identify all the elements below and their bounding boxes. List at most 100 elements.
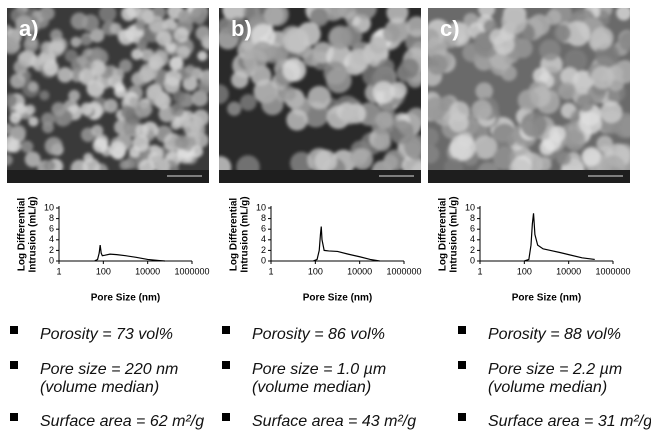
sem-particle	[15, 103, 26, 114]
chart: 02468101100100001000000Log DifferentialI…	[438, 196, 631, 303]
x-tick-label: 1	[477, 266, 482, 276]
sem-particle	[104, 99, 118, 113]
sem-particle	[148, 54, 164, 70]
sem-particle	[423, 97, 447, 121]
sem-particle	[121, 105, 134, 118]
y-axis-label: Log Differential	[17, 198, 28, 272]
y-tick-label: 2	[261, 245, 266, 255]
sem-particle	[209, 84, 229, 104]
sem-particle	[421, 128, 439, 146]
data-line	[524, 213, 594, 261]
y-tick-label: 2	[49, 245, 54, 255]
sem-particle	[596, 136, 613, 153]
bullet-marker	[458, 361, 466, 369]
sem-particle	[174, 27, 189, 42]
bullet-marker	[458, 413, 466, 421]
sem-particle	[308, 86, 331, 109]
bullet-text: Pore size = 2.2 µm	[488, 361, 622, 378]
sem-particle	[135, 101, 152, 118]
sem-particle	[111, 68, 124, 81]
sem-particle	[135, 19, 146, 30]
sem-particle	[378, 58, 395, 75]
bullet-marker	[458, 326, 466, 334]
sem-particle	[71, 37, 82, 48]
bullet-marker	[222, 326, 230, 334]
figure: a)02468101100100001000000Log Differentia…	[0, 0, 651, 432]
sem-particle	[501, 9, 526, 34]
sem-particle	[93, 138, 108, 153]
sem-particle	[373, 133, 391, 151]
sem-particle	[199, 80, 213, 94]
sem-particle	[156, 31, 172, 47]
sem-particle	[265, 2, 289, 26]
sem-particle	[286, 109, 307, 130]
sem-particle	[591, 27, 614, 50]
sem-particle	[420, 145, 439, 164]
y-tick-label: 4	[49, 234, 54, 244]
sem-particle	[43, 60, 59, 76]
sem-particle	[582, 147, 601, 166]
x-axis-label: Pore Size (nm)	[303, 293, 372, 304]
sem-particle	[557, 151, 571, 165]
y-tick-label: 10	[44, 202, 54, 212]
x-tick-label: 10000	[556, 266, 581, 276]
sem-particle	[576, 94, 594, 112]
sem-particle	[471, 100, 492, 121]
panel-label: c)	[440, 16, 460, 41]
sem-particle	[613, 60, 636, 83]
sem-particle	[1, 123, 12, 134]
sem-particle	[170, 103, 184, 117]
bullet-text: Pore size = 220 nm	[40, 361, 178, 378]
sem-particle	[383, 155, 398, 170]
bullet-marker	[10, 361, 18, 369]
chart: 02468101100100001000000Log DifferentialI…	[229, 196, 422, 303]
sem-particle	[57, 67, 72, 82]
sem-particle	[9, 112, 21, 124]
bullet-text: Porosity = 73 vol%	[40, 326, 173, 343]
bullet-marker	[222, 361, 230, 369]
x-tick-label: 100	[517, 266, 532, 276]
sem-particle	[185, 65, 195, 75]
sem-particle	[39, 90, 49, 100]
sem-particle	[139, 36, 149, 46]
sem-particle	[169, 56, 183, 70]
sem-particle	[406, 16, 427, 37]
sem-particle	[131, 49, 142, 60]
x-tick-label: 1	[268, 266, 273, 276]
sem-particle	[303, 49, 321, 67]
sem-particle	[13, 60, 27, 74]
sem-particle	[191, 145, 203, 157]
sem-particle	[21, 140, 33, 152]
bullet-text: Pore size = 1.0 µm	[252, 361, 386, 378]
x-tick-label: 1	[56, 266, 61, 276]
sem-particle	[118, 29, 134, 45]
sem-particle	[240, 94, 257, 111]
bullet-text: Porosity = 88 vol%	[488, 326, 621, 343]
sem-particle	[616, 5, 631, 20]
sem-particle	[283, 58, 307, 82]
sem-particle	[191, 6, 208, 23]
y-axis-label: Log Differential	[438, 198, 449, 272]
y-tick-label: 0	[49, 255, 54, 265]
bullet-text: Surface area = 43 m²/g	[252, 413, 416, 430]
sem-particle	[77, 55, 87, 65]
sem-particle	[553, 25, 570, 42]
sem-particle	[490, 29, 506, 45]
x-tick-label: 1000000	[386, 266, 421, 276]
y-tick-label: 10	[256, 202, 266, 212]
sem-particle	[173, 90, 186, 103]
sem-particle	[10, 74, 25, 89]
x-tick-label: 10000	[347, 266, 372, 276]
sem-particle	[131, 73, 144, 86]
sem-particle	[28, 82, 38, 92]
sem-particle	[90, 60, 105, 75]
sem-particle	[521, 112, 547, 138]
sem-particle	[175, 135, 190, 150]
y-tick-label: 8	[49, 213, 54, 223]
sem-particle	[184, 120, 201, 137]
sem-particle	[261, 93, 283, 115]
sem-particle	[132, 135, 149, 152]
sem-particle	[51, 102, 65, 116]
sem-particle	[65, 49, 78, 62]
